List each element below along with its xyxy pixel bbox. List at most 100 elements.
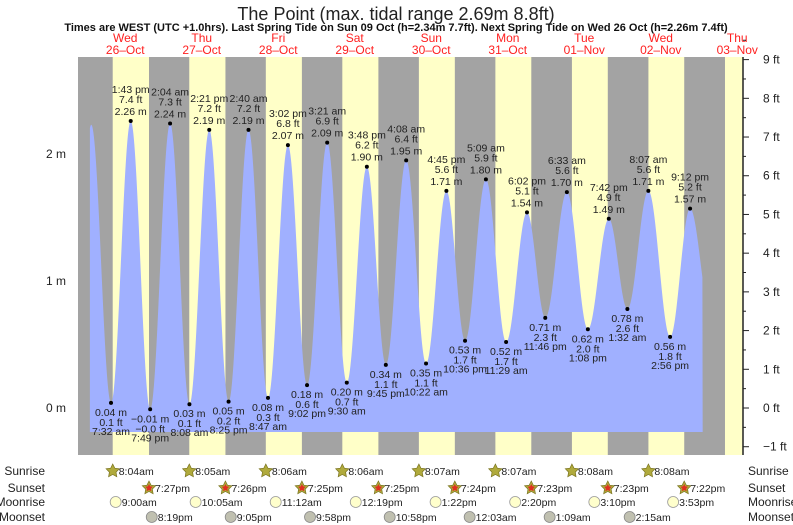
high-tide-time-label: 6:02 pm: [508, 175, 546, 187]
sunrise-star-icon: [105, 463, 121, 478]
low-tide-point: [226, 399, 231, 404]
moonset-time-label: 8:19pm: [158, 512, 193, 524]
high-tide-time-label: 1:43 pm: [112, 84, 150, 96]
date-label: 27–Oct: [182, 43, 221, 57]
sunset-time-label: 7:25pm: [384, 483, 419, 495]
low-tide-time-label: 1:08 pm: [569, 352, 607, 364]
sunrise-row-label: Sunrise: [4, 464, 45, 478]
moonrise-row-label-right: Moonrise: [748, 495, 793, 509]
high-tide-height-ft-label: 5.1 ft: [515, 185, 538, 197]
moonrise-moon-icon: [588, 496, 601, 508]
sunrise-time-label: 8:05am: [195, 466, 230, 478]
right-axis-tick-label: 6 ft: [763, 169, 780, 183]
low-tide-height-ft-label: 0.1 ft: [178, 418, 201, 430]
low-tide-height-m-label: −0.01 m: [131, 413, 169, 425]
high-tide-height-m-label: 1.71 m: [430, 176, 462, 188]
moonset-moon-icon: [304, 511, 316, 523]
low-tide-point: [463, 338, 468, 343]
low-tide-point: [625, 306, 630, 311]
low-tide-time-label: 1:32 am: [608, 332, 646, 344]
low-tide-height-ft-label: 1.7 ft: [494, 356, 517, 368]
high-tide-height-ft-label: 5.2 ft: [678, 182, 701, 194]
right-axis-tick-label: 4 ft: [763, 246, 780, 260]
moonset-time-label: 10:58pm: [396, 512, 437, 524]
right-axis-tick-label: 1 ft: [763, 362, 780, 376]
sunrise-time-label: 8:06am: [348, 466, 383, 478]
low-tide-height-m-label: 0.04 m: [95, 407, 127, 419]
moonset-row-label-right: Moonset: [748, 510, 793, 524]
high-tide-time-label: 5:09 am: [467, 142, 505, 154]
low-tide-height-ft-label: 1.7 ft: [453, 355, 476, 367]
low-tide-point: [543, 315, 548, 320]
low-tide-time-label: 9:02 pm: [288, 408, 326, 420]
high-tide-point: [646, 188, 651, 193]
low-tide-height-m-label: 0.20 m: [331, 387, 363, 399]
sunset-star-center-icon: [527, 484, 536, 492]
right-axis-tick-label: 0 ft: [763, 401, 780, 415]
low-tide-height-ft-label: 0.3 ft: [256, 412, 279, 424]
low-tide-height-ft-label: 0.7 ft: [335, 397, 358, 409]
high-tide-time-label: 3:21 am: [308, 106, 346, 118]
left-axis-tick-label: 1 m: [46, 274, 66, 288]
high-tide-point: [246, 127, 251, 132]
high-tide-height-m-label: 1.70 m: [551, 177, 583, 189]
moonrise-time-label: 12:19pm: [362, 497, 403, 509]
low-tide-height-ft-label: 2.6 ft: [616, 323, 639, 335]
day-of-week-label: Wed: [113, 31, 137, 45]
moonset-time-label: 12:03am: [476, 512, 517, 524]
high-tide-height-ft-label: 7.4 ft: [119, 94, 142, 106]
low-tide-height-m-label: 0.03 m: [173, 408, 205, 420]
sunset-time-label: 7:26pm: [231, 483, 266, 495]
low-tide-point: [305, 383, 310, 388]
low-tide-height-ft-label: 0.1 ft: [99, 417, 122, 429]
high-tide-point: [128, 118, 133, 123]
low-tide-height-m-label: 0.62 m: [572, 333, 604, 345]
high-tide-height-m-label: 1.71 m: [632, 176, 664, 188]
moonrise-time-label: 11:12am: [282, 497, 322, 509]
high-tide-height-m-label: 1.95 m: [390, 145, 422, 157]
sunrise-star-icon: [258, 463, 274, 478]
date-label: 26–Oct: [106, 43, 145, 57]
sunrise-time-label: 8:06am: [272, 466, 307, 478]
high-tide-time-label: 7:42 pm: [590, 182, 628, 194]
chart-subtitle: Times are WEST (UTC +1.0hrs). Last Sprin…: [64, 22, 728, 34]
high-tide-height-m-label: 1.49 m: [593, 204, 625, 216]
sunset-time-label: 7:25pm: [308, 483, 343, 495]
moonrise-moon-icon: [349, 496, 362, 508]
high-tide-height-ft-label: 6.8 ft: [276, 118, 299, 130]
moonrise-time-label: 2:20pm: [521, 497, 556, 509]
high-tide-time-label: 6:33 am: [548, 155, 586, 167]
high-tide-height-ft-label: 5.6 ft: [555, 165, 578, 177]
sunset-star-center-icon: [451, 484, 459, 492]
date-label: 29–Oct: [335, 43, 374, 57]
low-tide-time-label: 9:45 pm: [367, 388, 405, 400]
sunset-star-center-icon: [604, 484, 612, 492]
high-tide-point: [207, 127, 212, 132]
high-tide-point: [404, 158, 409, 163]
right-axis-tick-label: −1 ft: [763, 440, 787, 454]
low-tide-height-m-label: 0.35 m: [410, 368, 442, 380]
date-label: 28–Oct: [259, 43, 298, 57]
low-tide-time-label: 10:22 am: [404, 387, 448, 399]
moonrise-time-label: 3:10pm: [600, 497, 635, 509]
day-of-week-label: Tue: [574, 31, 595, 45]
moonset-row-label: Moonset: [0, 510, 46, 524]
moonset-moon-icon: [623, 511, 636, 523]
low-tide-time-label: 8:08 am: [170, 427, 208, 439]
day-of-week-label: Thu: [191, 31, 212, 45]
low-tide-height-ft-label: 2.3 ft: [534, 332, 557, 344]
high-tide-point: [168, 121, 173, 126]
high-tide-point: [325, 140, 330, 145]
date-label: 30–Oct: [412, 43, 451, 57]
moonrise-moon-icon: [109, 496, 122, 508]
chart-title: The Point (max. tidal range 2.69m 8.8ft): [237, 4, 554, 24]
sunrise-time-label: 8:08am: [578, 466, 613, 478]
low-tide-height-ft-label: 1.8 ft: [658, 351, 681, 363]
low-tide-height-ft-label: 0.6 ft: [295, 399, 318, 411]
left-axis-tick-label: 2 m: [46, 147, 66, 161]
high-tide-height-ft-label: 5.6 ft: [435, 164, 458, 176]
moonrise-time-label: 1:22pm: [442, 497, 477, 509]
moonrise-time-label: 3:53pm: [679, 497, 714, 509]
high-tide-height-m-label: 1.90 m: [351, 152, 383, 164]
high-tide-time-label: 8:07 am: [629, 154, 667, 166]
